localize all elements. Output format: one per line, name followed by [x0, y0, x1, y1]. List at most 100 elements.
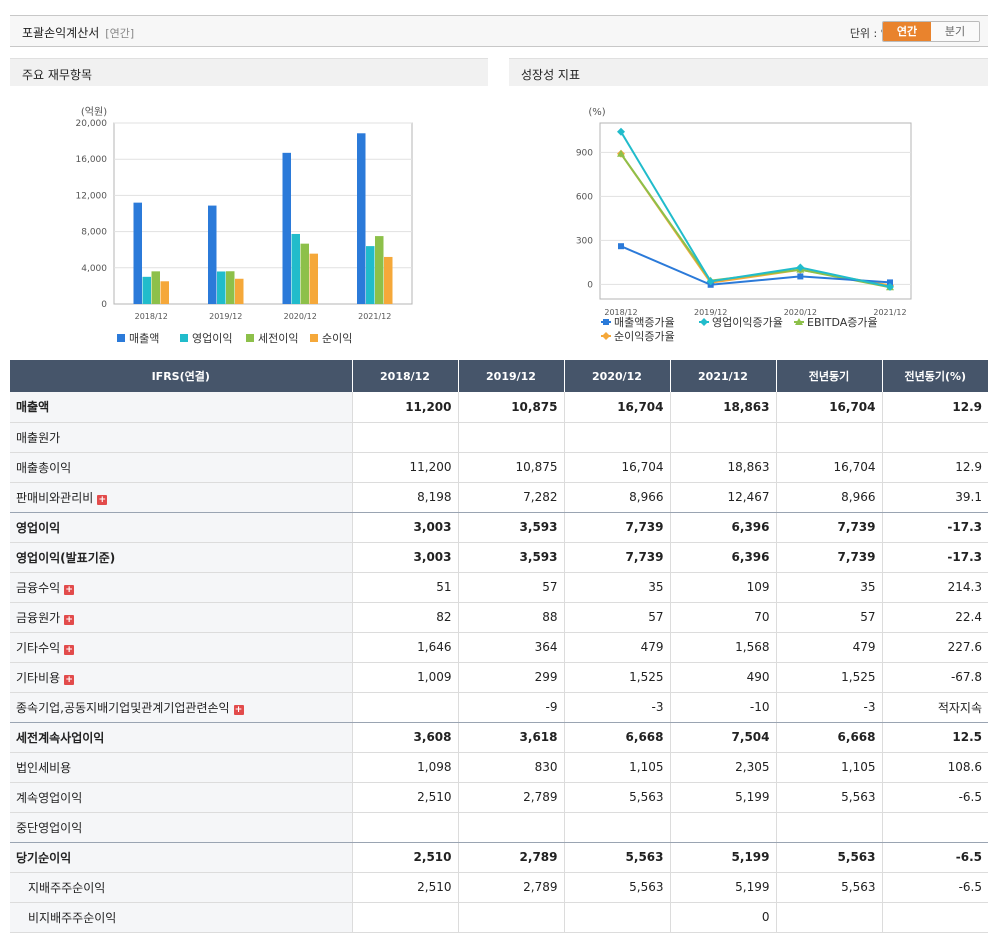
column-header-period[interactable]: 2020/12 — [563, 360, 670, 392]
table-cell: 227.6 — [881, 632, 988, 663]
table-cell: 57 — [775, 602, 882, 633]
financial-items-title: 주요 재무항목 — [10, 58, 488, 86]
expand-plus-icon[interactable]: + — [64, 584, 75, 595]
bar-x-tick-label: 2020/12 — [284, 312, 317, 321]
row-label: 종속기업,공동지배기업및관계기업관련손익 + — [10, 692, 352, 723]
table-row: 영업이익 3,003 3,593 7,739 6,396 7,739 -17.3 — [10, 512, 988, 543]
bar-2-3 — [375, 236, 384, 304]
row-label-text: 영업이익(발표기준) — [16, 550, 116, 565]
table-cell: 16,704 — [775, 452, 882, 483]
table-cell: 11,200 — [351, 392, 458, 423]
row-label: 영업이익(발표기준) — [10, 542, 352, 573]
bar-y-tick-label: 16,000 — [76, 155, 108, 165]
table-cell — [351, 692, 458, 723]
table-cell: 1,646 — [351, 632, 458, 663]
table-cell: -17.3 — [881, 512, 988, 543]
row-label-text: 매출원가 — [16, 430, 61, 445]
bar-legend-swatch — [246, 334, 254, 342]
table-cell — [351, 902, 458, 933]
bar-legend-label: 순이익 — [322, 332, 352, 345]
table-row: 세전계속사업이익 3,608 3,618 6,668 7,504 6,668 12.5 — [10, 722, 988, 753]
line-y-tick-label: 0 — [587, 280, 593, 290]
expand-plus-icon[interactable]: + — [97, 494, 108, 505]
quarterly-button[interactable]: 분기 — [931, 22, 979, 41]
row-label-text: 기타비용 — [16, 670, 61, 685]
table-cell: 490 — [669, 662, 776, 693]
line-y-tick-label: 600 — [576, 192, 593, 202]
column-header-period[interactable]: 전년동기(%) — [881, 360, 988, 392]
bar-0-1 — [208, 205, 217, 304]
line-legend-marker — [603, 319, 609, 325]
bar-x-tick-label: 2019/12 — [209, 312, 242, 321]
table-cell: 8,198 — [351, 482, 458, 513]
annual-button[interactable]: 연간 — [883, 22, 931, 41]
table-cell: -9 — [457, 692, 564, 723]
bar-x-tick-label: 2018/12 — [135, 312, 168, 321]
table-row: 지배주주순이익 2,510 2,789 5,563 5,199 5,563 -6.5 — [10, 872, 988, 903]
line-series-1 — [620, 131, 891, 288]
table-cell: 51 — [351, 572, 458, 603]
table-cell: 12.9 — [881, 452, 988, 483]
bar-legend-label: 매출액 — [129, 332, 159, 345]
table-cell: 18,863 — [669, 452, 776, 483]
growth-indicators-chart-panel: 0 300 600 900 (%) 2018/12 2019/12 2020/12 2021/1… — [509, 90, 988, 355]
table-cell: 1,105 — [563, 752, 670, 783]
table-cell: -67.8 — [881, 662, 988, 693]
bar-0-3 — [357, 133, 366, 304]
table-cell — [775, 902, 882, 933]
row-label-text: 중단영업이익 — [16, 820, 83, 835]
table-row: 금융원가 +82 88 57 70 57 22.4 — [10, 602, 988, 633]
table-row: 판매비와관리비 +8,198 7,282 8,966 12,467 8,966 39.1 — [10, 482, 988, 513]
table-cell: -10 — [669, 692, 776, 723]
row-label: 당기순이익 — [10, 842, 352, 873]
table-cell: -6.5 — [881, 872, 988, 903]
table-cell: 7,739 — [775, 512, 882, 543]
table-cell: 16,704 — [563, 452, 670, 483]
bar-2-0 — [151, 271, 160, 304]
column-header-period[interactable]: 2021/12 — [669, 360, 776, 392]
table-cell: 적자지속 — [881, 692, 988, 723]
bar-legend-swatch — [180, 334, 188, 342]
table-row: 계속영업이익 2,510 2,789 5,563 5,199 5,563 -6.5 — [10, 782, 988, 813]
bar-3-3 — [384, 256, 393, 304]
table-cell: 479 — [775, 632, 882, 663]
column-header-period[interactable]: 전년동기 — [775, 360, 882, 392]
table-cell: 5,563 — [563, 842, 670, 873]
column-header-period[interactable]: 2019/12 — [457, 360, 564, 392]
bar-2-1 — [226, 271, 235, 304]
table-cell: 5,563 — [775, 842, 882, 873]
table-cell: 2,510 — [351, 782, 458, 813]
expand-plus-icon[interactable]: + — [64, 614, 75, 625]
period-toggle: 연간 분기 — [882, 21, 980, 42]
line-y-tick-label: 300 — [576, 236, 593, 246]
line-legend-label: 매출액증가율 — [614, 316, 675, 329]
expand-plus-icon[interactable]: + — [64, 644, 75, 655]
statement-header: 포괄손익계산서 [연간] 단위 : 억원 연간 분기 — [10, 15, 988, 47]
line-legend-marker — [602, 332, 610, 340]
row-label: 기타비용 + — [10, 662, 352, 693]
table-header-row: IFRS(연결) 2018/12 2019/12 2020/12 2021/12 전년동기… — [10, 360, 988, 392]
line-legend-marker — [700, 318, 708, 326]
row-label: 기타수익 + — [10, 632, 352, 663]
table-cell: -3 — [775, 692, 882, 723]
table-row: 종속기업,공동지배기업및관계기업관련손익 + -9 -3 -10 -3 적자지속 — [10, 692, 988, 723]
table-cell: 7,739 — [563, 512, 670, 543]
expand-plus-icon[interactable]: + — [233, 704, 244, 715]
line-x-tick-label: 2019/12 — [694, 308, 727, 317]
expand-plus-icon[interactable]: + — [64, 674, 75, 685]
bar-y-tick-label: 12,000 — [76, 191, 108, 201]
bar-legend-swatch — [117, 334, 125, 342]
table-cell: -3 — [563, 692, 670, 723]
table-cell: 88 — [457, 602, 564, 633]
column-header-period[interactable]: 2018/12 — [351, 360, 458, 392]
bar-3-1 — [235, 278, 244, 304]
table-row: 매출원가 — [10, 422, 988, 453]
table-cell — [457, 812, 564, 843]
bar-0-0 — [133, 202, 142, 304]
row-label: 세전계속사업이익 — [10, 722, 352, 753]
table-cell: 479 — [563, 632, 670, 663]
table-cell: 2,789 — [457, 842, 564, 873]
table-cell: 830 — [457, 752, 564, 783]
table-cell — [563, 902, 670, 933]
table-cell: 2,789 — [457, 872, 564, 903]
